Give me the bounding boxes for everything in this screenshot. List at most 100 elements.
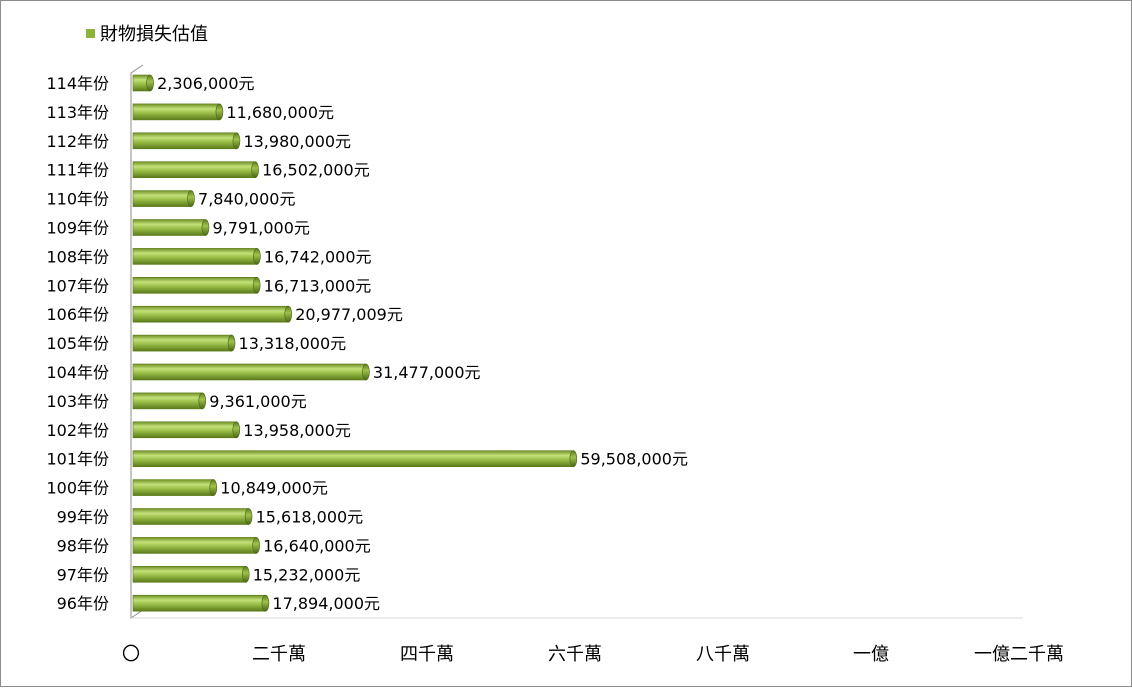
- bar-group: 10,849,000元: [132, 479, 328, 498]
- bar-cap: [251, 161, 259, 178]
- data-label: 10,849,000元: [220, 479, 328, 498]
- category-label: 97年份: [57, 565, 109, 584]
- category-label: 110年份: [46, 190, 109, 209]
- category-label: 103年份: [46, 392, 109, 411]
- bar-cap: [209, 479, 218, 496]
- x-tick-label: 六千萬: [548, 644, 602, 665]
- legend-swatch: [86, 29, 95, 38]
- category-label: 113年份: [46, 103, 109, 122]
- bar-group: 20,977,009元: [132, 305, 403, 324]
- bar-cap: [215, 103, 224, 121]
- bar: [132, 537, 257, 554]
- category-label: 98年份: [57, 536, 109, 555]
- bar-group: 13,980,000元: [132, 132, 351, 151]
- bar-cap: [569, 450, 578, 468]
- bar-group: 16,640,000元: [132, 536, 371, 555]
- category-label: 96年份: [57, 594, 109, 613]
- category-label: 102年份: [46, 421, 109, 440]
- category-axis: [130, 64, 1023, 619]
- bar-cap: [252, 276, 261, 294]
- x-tick-label: 四千萬: [400, 644, 454, 665]
- x-tick-label: 一億二千萬: [974, 644, 1064, 665]
- bar: [132, 190, 192, 207]
- axis-wall-line: [130, 64, 144, 619]
- bar: [132, 450, 574, 468]
- bar: [132, 132, 237, 150]
- bar: [132, 392, 203, 410]
- category-label: 108年份: [46, 247, 109, 266]
- bar-group: 15,232,000元: [132, 565, 360, 584]
- data-label: 13,980,000元: [243, 132, 351, 151]
- bar-cap: [227, 334, 236, 352]
- bar: [132, 161, 256, 178]
- bar: [132, 421, 237, 439]
- bar-group: 7,840,000元: [132, 190, 295, 209]
- bar-group: 16,502,000元: [132, 161, 370, 180]
- bar-cap: [146, 74, 154, 92]
- data-label: 16,713,000元: [264, 276, 372, 295]
- data-label: 15,618,000元: [256, 508, 364, 527]
- data-label: 59,508,000元: [580, 450, 688, 469]
- bar: [132, 363, 367, 381]
- bar-cap: [201, 219, 210, 236]
- category-label: 111年份: [46, 161, 109, 180]
- bar: [132, 508, 249, 525]
- category-label: 109年份: [46, 219, 109, 238]
- bar-cap: [253, 248, 261, 265]
- bar-group: 59,508,000元: [132, 450, 688, 469]
- category-label: 105年份: [46, 334, 109, 353]
- bar: [132, 565, 247, 583]
- bar-group: 11,680,000元: [132, 103, 334, 122]
- data-label: 17,894,000元: [272, 594, 380, 613]
- x-tick-label: 〇: [122, 644, 140, 665]
- data-label: 16,742,000元: [264, 247, 372, 266]
- data-label: 9,791,000元: [212, 219, 309, 238]
- category-label: 106年份: [46, 305, 109, 324]
- category-label: 112年份: [46, 132, 109, 151]
- bar-cap: [362, 363, 370, 381]
- bar: [132, 334, 232, 352]
- bar-cap: [187, 190, 195, 207]
- bar: [132, 594, 266, 612]
- bar-group: 17,894,000元: [132, 594, 380, 613]
- category-label: 114年份: [46, 74, 109, 93]
- bar-cap: [232, 132, 241, 150]
- bar-cap: [198, 392, 207, 410]
- bar-group: 13,958,000元: [132, 421, 351, 440]
- bar-group: 16,713,000元: [132, 276, 372, 295]
- data-label: 16,502,000元: [262, 161, 370, 180]
- category-label: 101年份: [46, 450, 109, 469]
- bar-cap: [284, 305, 293, 323]
- category-label: 100年份: [46, 479, 109, 498]
- x-tick-label: 二千萬: [252, 644, 306, 665]
- bar-group: 31,477,000元: [132, 363, 481, 382]
- bar: [132, 248, 258, 265]
- bar-cap: [261, 594, 270, 612]
- bar: [132, 276, 257, 294]
- data-label: 31,477,000元: [373, 363, 481, 382]
- bar-group: 15,618,000元: [132, 508, 364, 527]
- data-label: 9,361,000元: [209, 392, 306, 411]
- x-tick-labels: 〇 二千萬 四千萬 六千萬 八千萬 一億 一億二千萬: [122, 644, 1064, 665]
- x-tick-label: 八千萬: [696, 644, 750, 665]
- data-label: 7,840,000元: [198, 190, 295, 209]
- category-labels: 114年份 113年份 112年份 111年份 110年份 109年份 108年份 107年份…: [46, 74, 109, 613]
- bar-cap: [252, 537, 260, 554]
- bar-group: 2,306,000元: [132, 74, 255, 93]
- category-label: 107年份: [46, 276, 109, 295]
- data-label: 11,680,000元: [226, 103, 334, 122]
- bar-cap: [244, 508, 253, 525]
- data-label: 13,318,000元: [239, 334, 347, 353]
- bar-cap: [232, 421, 241, 439]
- bar-group: 9,791,000元: [132, 219, 310, 238]
- bar-group: 9,361,000元: [132, 392, 307, 411]
- data-label: 13,958,000元: [243, 421, 351, 440]
- data-label: 20,977,009元: [295, 305, 403, 324]
- x-tick-label: 一億: [853, 644, 889, 665]
- category-label: 104年份: [46, 363, 109, 382]
- category-label: 99年份: [57, 508, 109, 527]
- bar: [132, 219, 206, 236]
- legend-label: 財物損失估值: [100, 24, 208, 45]
- bar-group: 16,742,000元: [132, 247, 372, 266]
